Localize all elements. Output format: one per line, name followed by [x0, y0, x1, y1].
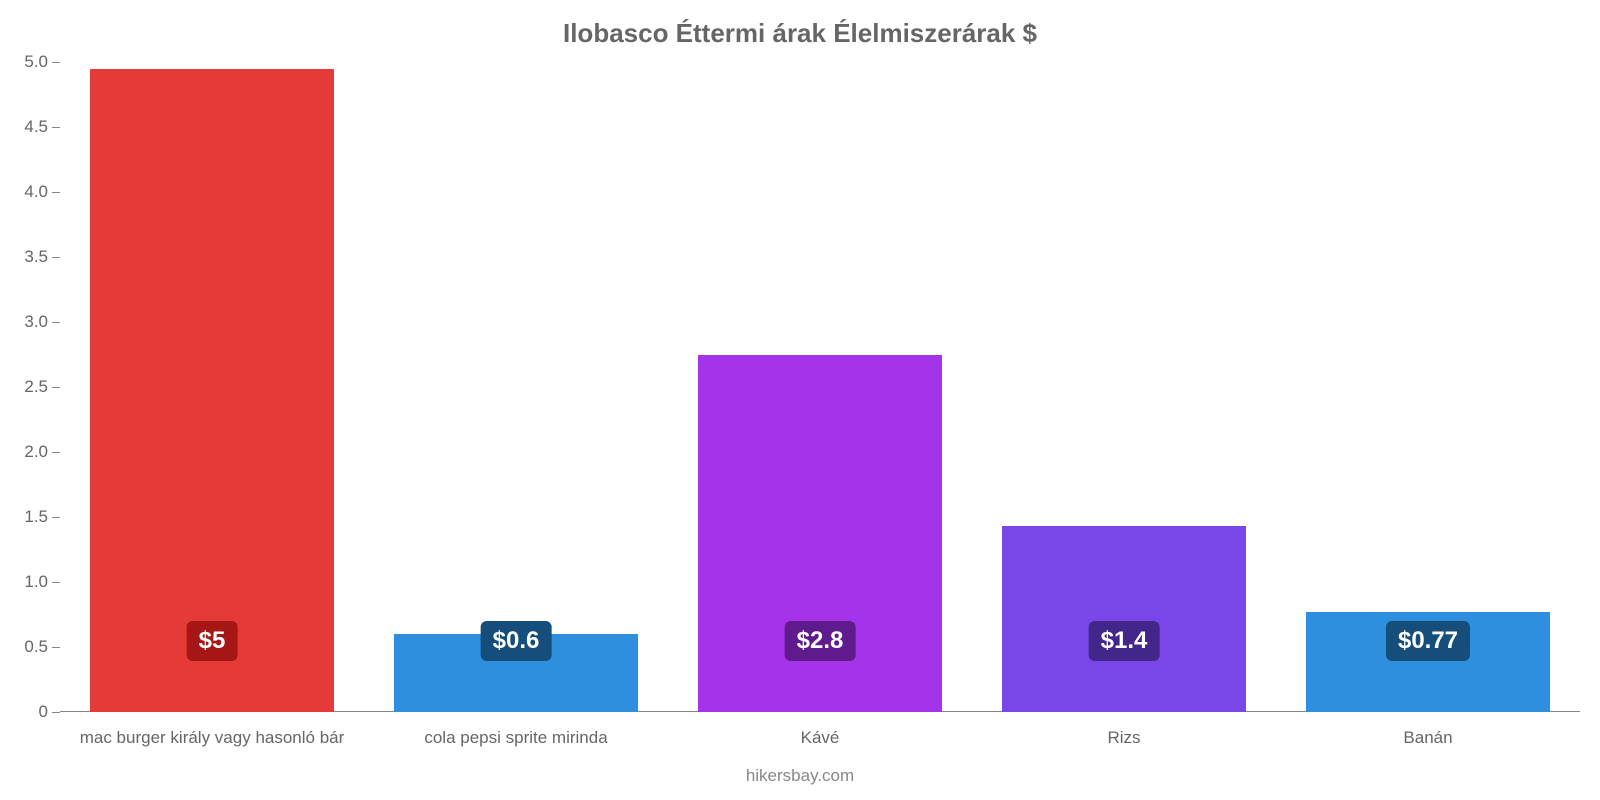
x-category-label: Rizs: [1107, 728, 1140, 748]
y-tick-label: 5.0: [24, 52, 48, 72]
y-tick-mark: [52, 647, 60, 648]
y-tick-label: 0.5: [24, 637, 48, 657]
bar-value-badge: $0.77: [1386, 621, 1470, 661]
y-tick-mark: [52, 582, 60, 583]
y-tick-label: 1.5: [24, 507, 48, 527]
y-tick-label: 2.5: [24, 377, 48, 397]
y-tick-label: 2.0: [24, 442, 48, 462]
bar-value-badge: $5: [187, 621, 238, 661]
chart-title: Ilobasco Éttermi árak Élelmiszerárak $: [0, 18, 1600, 49]
y-tick-mark: [52, 712, 60, 713]
bar-value-badge: $1.4: [1089, 621, 1160, 661]
y-tick-label: 1.0: [24, 572, 48, 592]
plot-area: 00.51.01.52.02.53.03.54.04.55.0$5mac bur…: [60, 62, 1580, 712]
y-tick-mark: [52, 257, 60, 258]
y-tick-mark: [52, 452, 60, 453]
y-tick-mark: [52, 192, 60, 193]
y-tick-label: 0: [39, 702, 48, 722]
bar-value-badge: $2.8: [785, 621, 856, 661]
y-tick-mark: [52, 62, 60, 63]
y-tick-label: 3.0: [24, 312, 48, 332]
y-tick-mark: [52, 127, 60, 128]
y-tick-mark: [52, 322, 60, 323]
x-category-label: Kávé: [801, 728, 840, 748]
bar: [1002, 526, 1245, 712]
y-tick-label: 4.5: [24, 117, 48, 137]
price-bar-chart: Ilobasco Éttermi árak Élelmiszerárak $ 0…: [0, 0, 1600, 800]
y-tick-mark: [52, 387, 60, 388]
x-category-label: mac burger király vagy hasonló bár: [80, 728, 345, 748]
y-tick-label: 3.5: [24, 247, 48, 267]
x-category-label: cola pepsi sprite mirinda: [424, 728, 607, 748]
bar: [90, 69, 333, 713]
y-tick-label: 4.0: [24, 182, 48, 202]
chart-source-footer: hikersbay.com: [0, 766, 1600, 786]
y-tick-mark: [52, 517, 60, 518]
x-category-label: Banán: [1403, 728, 1452, 748]
bar-value-badge: $0.6: [481, 621, 552, 661]
